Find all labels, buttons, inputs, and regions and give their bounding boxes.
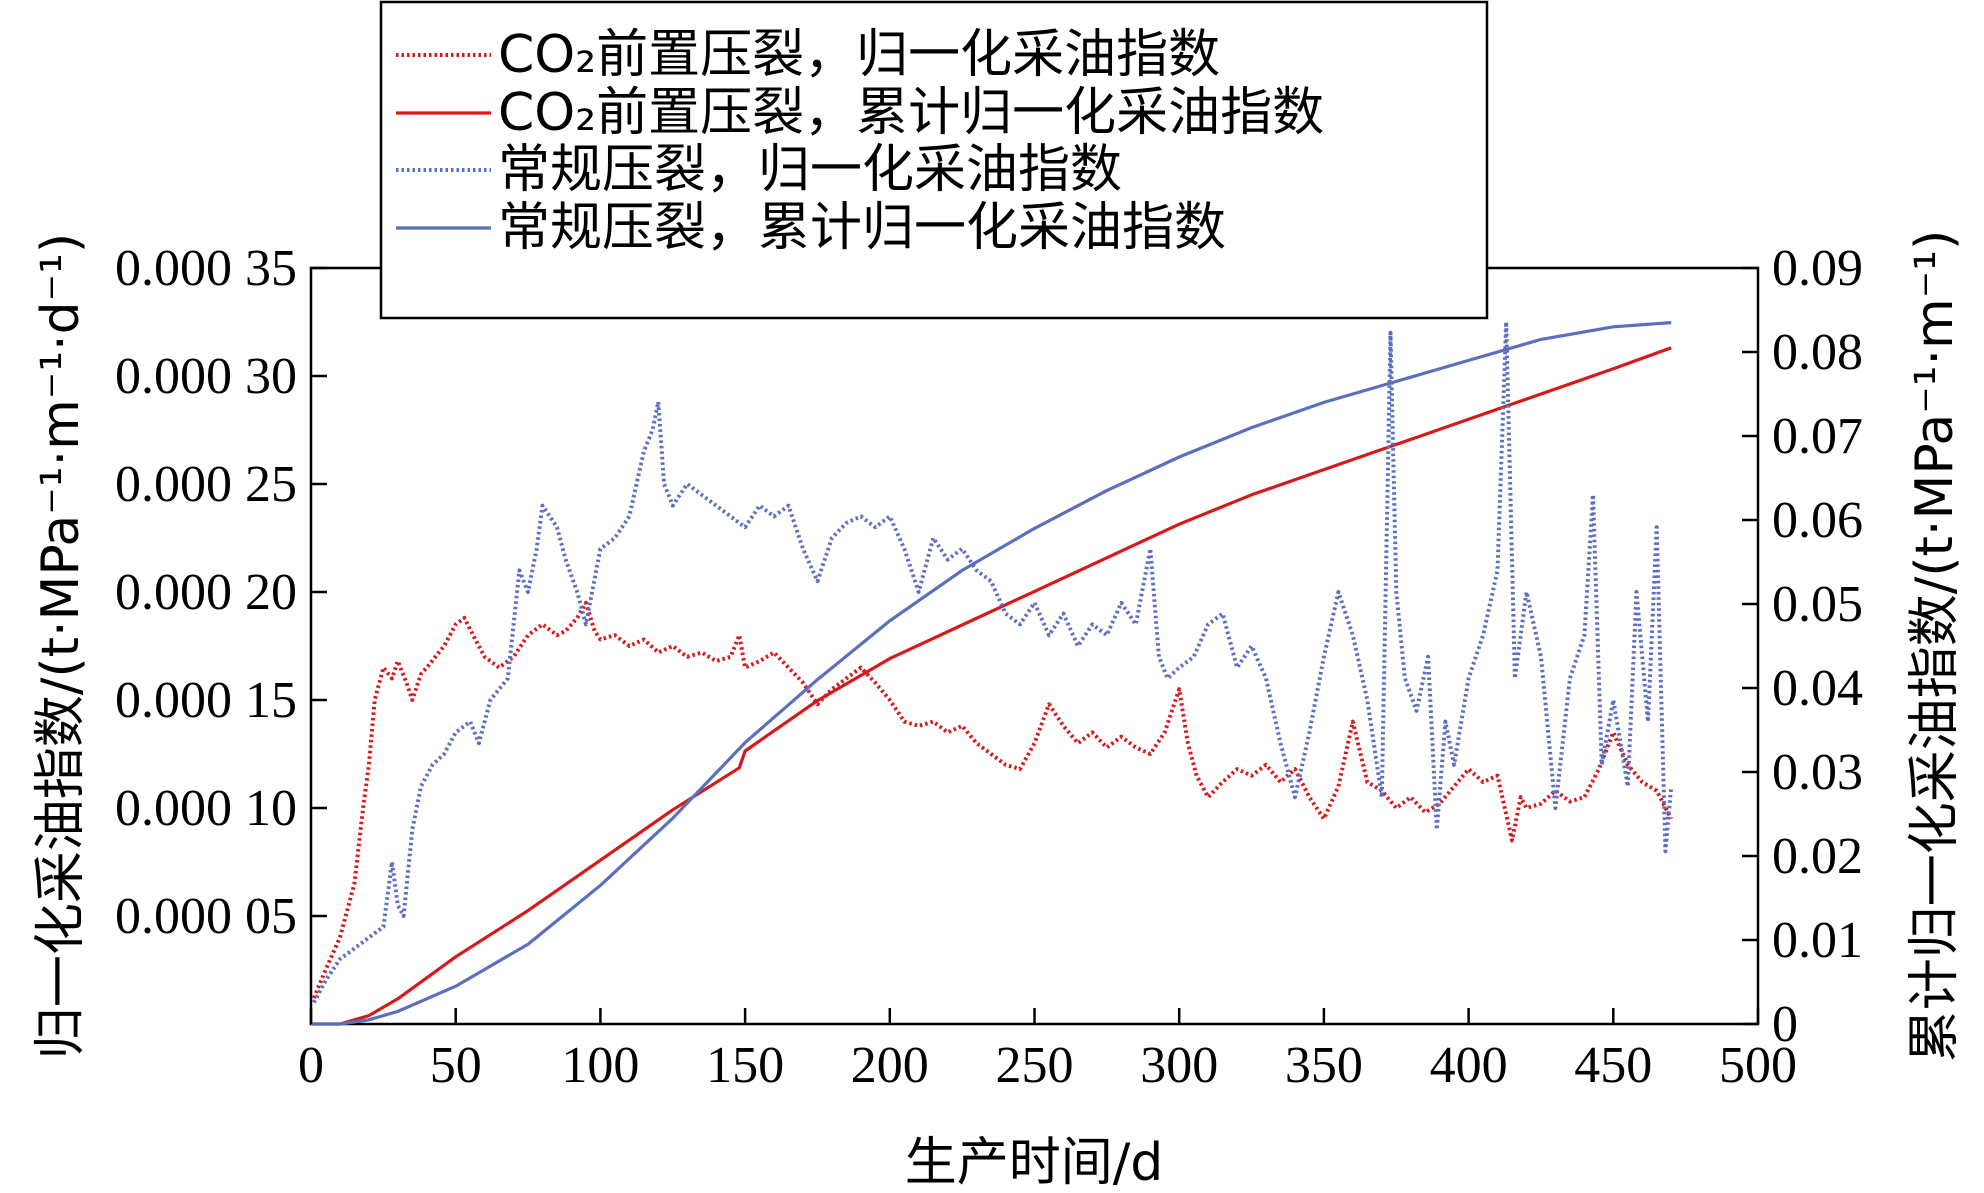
series-line-3	[312, 320, 1674, 1004]
x-tick-label: 300	[1140, 1037, 1218, 1094]
legend-label: 常规压裂，累计归一化采油指数	[498, 198, 1226, 258]
x-axis-title: 生产时间/d	[905, 1133, 1164, 1193]
right-y-tick-label: 0.08	[1772, 324, 1863, 381]
left-y-tick-label: 0.000 20	[115, 564, 297, 621]
right-y-tick-label: 0.07	[1772, 408, 1863, 465]
legend-label: CO₂前置压裂，归一化采油指数	[498, 25, 1220, 85]
left-y-tick-label: 0.000 30	[115, 348, 297, 405]
x-tick-label: 100	[561, 1037, 639, 1094]
left-y-tick-label: 0.000 05	[115, 888, 297, 945]
legend: CO₂前置压裂，归一化采油指数CO₂前置压裂，累计归一化采油指数常规压裂，归一化…	[379, 0, 1489, 320]
x-tick-label: 200	[851, 1037, 929, 1094]
left-y-tick-label: 0.000 35	[115, 240, 297, 297]
right-y-tick-label: 0.03	[1772, 744, 1863, 801]
axes-layer: 0 50 100 150 200 250 300 350 400 450 500 0.000 05 0.…	[115, 240, 1863, 1094]
legend-box	[379, 0, 1489, 320]
right-y-tick-label: 0	[1772, 996, 1798, 1053]
right-y-tick-label: 0.04	[1772, 660, 1863, 717]
x-tick-label: 450	[1574, 1037, 1652, 1094]
x-tick-label: 350	[1285, 1037, 1363, 1094]
legend-label: CO₂前置压裂，累计归一化采油指数	[498, 83, 1324, 143]
left-y-tick-label: 0.000 25	[115, 456, 297, 513]
right-y-tick-label: 0.05	[1772, 576, 1863, 633]
x-tick-label: 0	[298, 1037, 324, 1094]
right-y-tick-label: 0.06	[1772, 492, 1863, 549]
x-tick-label: 400	[1430, 1037, 1508, 1094]
x-tick-label: 500	[1719, 1037, 1797, 1094]
right-y-tick-label: 0.02	[1772, 828, 1863, 885]
x-tick-label: 150	[706, 1037, 784, 1094]
series-line-4	[311, 321, 1672, 1026]
series-line-2	[311, 346, 1672, 1026]
right-y-tick-label: 0.09	[1772, 240, 1863, 297]
legend-label: 常规压裂，归一化采油指数	[498, 140, 1122, 200]
series-line-1	[312, 600, 1673, 999]
left-y-tick-label: 0.000 15	[115, 672, 297, 729]
x-tick-label: 250	[996, 1037, 1074, 1094]
x-tick-label: 50	[430, 1037, 482, 1094]
left-y-axis-title: 归一化采油指数/(t·MPa⁻¹·m⁻¹·d⁻¹)	[31, 233, 91, 1059]
series-layer	[311, 320, 1674, 1026]
right-y-tick-label: 0.01	[1772, 912, 1863, 969]
left-y-tick-label: 0.000 10	[115, 780, 297, 837]
right-y-axis-title: 累计归一化采油指数/(t·MPa⁻¹·m⁻¹)	[1905, 230, 1965, 1063]
